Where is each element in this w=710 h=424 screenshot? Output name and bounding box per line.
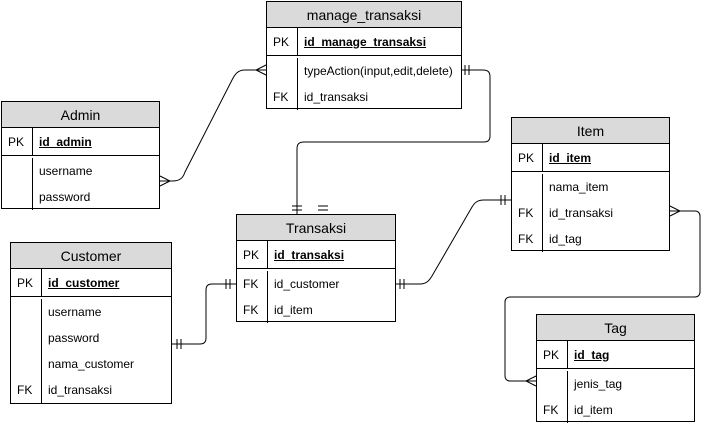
crowfoot-manage-transaksi-end <box>254 64 267 76</box>
entity-transaksi[interactable]: Transaksi PK id_transaksi FK id_customer… <box>236 214 396 323</box>
onebar-manage-transaksi-end <box>464 65 470 75</box>
entity-manage-transaksi[interactable]: manage_transaksi PK id_manage_transaksi … <box>266 1 462 110</box>
onebar-transaksi-left-end <box>225 279 231 289</box>
attribute-name: nama_item <box>542 174 669 200</box>
attribute-name: id_transaksi <box>41 377 171 403</box>
attribute-row: FK id_transaksi <box>11 377 171 403</box>
attribute-key: FK <box>243 277 259 291</box>
attribute-row: username <box>2 158 159 184</box>
relationship-manage-transaksi-transaksi <box>296 69 491 214</box>
attribute-name: username <box>41 299 171 325</box>
entity-title: Customer <box>11 243 171 269</box>
attribute-name: id_transaksi <box>542 200 669 226</box>
attribute-row: typeAction(input,edit,delete) <box>267 58 461 84</box>
pk-label: PK <box>8 134 25 149</box>
entity-tag[interactable]: Tag PK id_tag jenis_tag FK id_item <box>536 314 695 423</box>
attribute-key: FK <box>273 90 289 104</box>
attribute-list: FK id_customer FK id_item <box>237 269 395 323</box>
attribute-key: FK <box>17 383 33 397</box>
onebar-customer-end <box>176 339 182 349</box>
attribute-name: id_tag <box>542 226 669 252</box>
attribute-row: jenis_tag <box>537 371 694 397</box>
onebar-transaksi-top-end <box>292 205 302 211</box>
attribute-list: username password nama_customer FK id_tr… <box>11 297 171 403</box>
attribute-name: username <box>32 158 159 184</box>
attribute-name: password <box>32 184 159 210</box>
attribute-list: username password <box>2 156 159 210</box>
pk-row: PK id_item <box>512 144 669 172</box>
attribute-name: id_customer <box>267 271 395 297</box>
pk-row: PK id_transaksi <box>237 241 395 269</box>
entity-title: Tag <box>537 315 694 341</box>
entity-item[interactable]: Item PK id_item nama_item FK id_transaks… <box>511 117 670 252</box>
relationship-item-tag <box>504 210 701 382</box>
attribute-key: FK <box>518 232 534 246</box>
pk-field: id_transaksi <box>267 241 395 268</box>
relationship-customer-transaksi <box>172 283 236 345</box>
attribute-row: nama_customer <box>11 351 171 377</box>
entity-title: manage_transaksi <box>267 2 461 28</box>
pk-field: id_item <box>542 144 669 171</box>
crowfoot-item-end <box>669 205 682 217</box>
entity-customer[interactable]: Customer PK id_customer username passwor… <box>10 242 172 404</box>
attribute-list: jenis_tag FK id_item <box>537 369 694 423</box>
pk-field: id_customer <box>41 269 171 296</box>
attribute-row: FK id_item <box>237 297 395 323</box>
entity-title: Item <box>512 118 669 144</box>
pk-label: PK <box>543 347 560 362</box>
attribute-name: id_transaksi <box>297 84 461 110</box>
crowfoot-admin-end <box>159 175 172 187</box>
attribute-name: nama_customer <box>41 351 171 377</box>
attribute-list: typeAction(input,edit,delete) FK id_tran… <box>267 56 461 110</box>
attribute-row: FK id_transaksi <box>267 84 461 110</box>
attribute-row: FK id_item <box>537 397 694 423</box>
attribute-name: id_item <box>267 297 395 323</box>
attribute-row: nama_item <box>512 174 669 200</box>
pk-field: id_manage_transaksi <box>297 28 461 55</box>
entity-title: Admin <box>2 102 159 128</box>
attribute-key: FK <box>518 206 534 220</box>
pk-label: PK <box>273 34 290 49</box>
pk-row: PK id_tag <box>537 341 694 369</box>
pk-row: PK id_admin <box>2 128 159 156</box>
pk-row: PK id_manage_transaksi <box>267 28 461 56</box>
onebar-item-left-end <box>500 195 506 205</box>
attribute-row: FK id_customer <box>237 271 395 297</box>
pk-label: PK <box>243 247 260 262</box>
attribute-name: id_item <box>567 397 694 423</box>
attribute-name: typeAction(input,edit,delete) <box>297 58 461 84</box>
attribute-row: password <box>2 184 159 210</box>
onebar-transaksi-right-end <box>399 279 405 289</box>
relationship-transaksi-item <box>396 199 511 285</box>
pk-row: PK id_customer <box>11 269 171 297</box>
attribute-key: FK <box>243 303 259 317</box>
crowfoot-tag-end <box>524 375 537 387</box>
entity-title: Transaksi <box>237 215 395 241</box>
attribute-row: password <box>11 325 171 351</box>
attribute-row: FK id_tag <box>512 226 669 252</box>
pk-label: PK <box>518 150 535 165</box>
attribute-key: FK <box>543 403 559 417</box>
pk-field: id_tag <box>567 341 694 368</box>
attribute-name: password <box>41 325 171 351</box>
onebar-transaksi-top-end-b <box>318 205 328 211</box>
entity-admin[interactable]: Admin PK id_admin username password <box>1 101 160 210</box>
pk-label: PK <box>17 275 34 290</box>
attribute-row: FK id_transaksi <box>512 200 669 226</box>
attribute-name: jenis_tag <box>567 371 694 397</box>
relationship-admin-manage-transaksi <box>160 69 266 182</box>
attribute-row: username <box>11 299 171 325</box>
attribute-list: nama_item FK id_transaksi FK id_tag <box>512 172 669 252</box>
pk-field: id_admin <box>32 128 159 155</box>
